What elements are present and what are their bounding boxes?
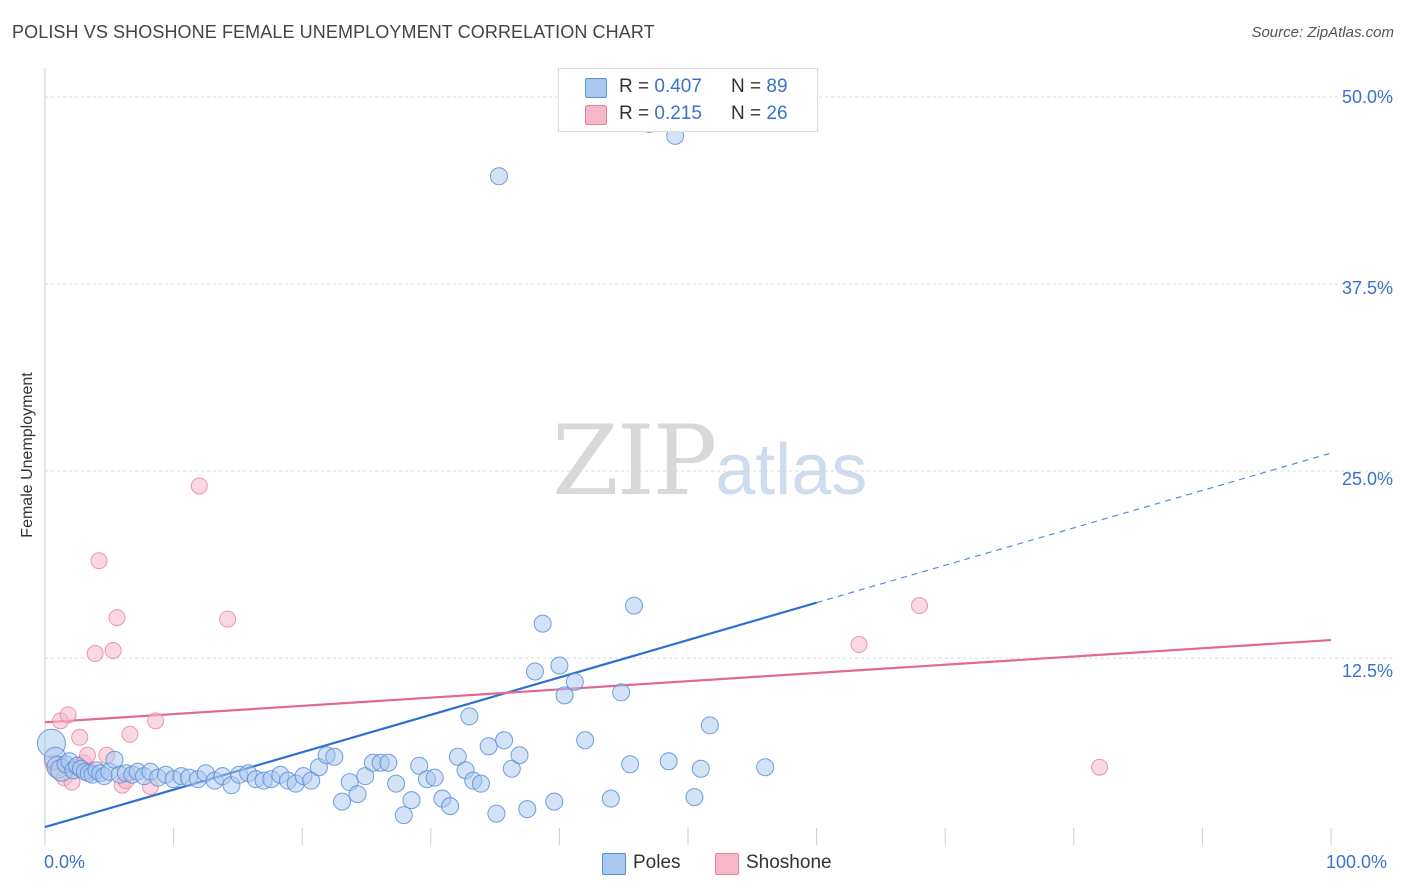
shoshone-trend-line	[44, 638, 1332, 724]
axes	[44, 68, 1332, 845]
poles-point	[387, 774, 406, 793]
poles-point	[479, 737, 498, 756]
poles-point	[379, 753, 398, 772]
shoshone-point	[147, 712, 165, 730]
poles-trend-extension	[816, 452, 1332, 604]
poles-point	[518, 800, 537, 819]
legend-n-poles: N = 89	[731, 76, 788, 97]
y-tick-label: 50.0%	[1341, 87, 1393, 107]
poles-point	[624, 596, 643, 615]
poles-point	[402, 791, 421, 810]
poles-point	[621, 755, 640, 774]
legend-swatch-poles	[585, 78, 607, 98]
poles-point	[489, 167, 508, 186]
poles-point	[425, 768, 444, 787]
x-tick-label-min: 0.0%	[44, 852, 86, 872]
shoshone-swatch	[715, 853, 739, 875]
source-attribution: Source: ZipAtlas.com	[1251, 24, 1394, 41]
poles-point	[394, 806, 413, 825]
poles-point	[756, 758, 775, 777]
poles-point	[555, 686, 574, 705]
shoshone-label: Shoshone	[746, 852, 832, 873]
y-tick-label: 37.5%	[1341, 278, 1393, 298]
poles-label: Poles	[633, 852, 681, 873]
poles-point	[510, 746, 529, 765]
poles-point	[601, 789, 620, 808]
shoshone-point	[121, 725, 139, 743]
poles-point	[525, 662, 544, 681]
poles-point	[576, 731, 595, 750]
poles-point	[356, 767, 375, 786]
poles-point	[302, 771, 321, 790]
poles-point	[700, 716, 719, 735]
poles-point	[545, 792, 564, 811]
shoshone-point	[86, 645, 104, 663]
shoshone-point	[190, 477, 208, 495]
legend-n-shoshone: N = 26	[731, 103, 788, 124]
shoshone-point	[910, 597, 928, 615]
shoshone-point	[1091, 758, 1109, 776]
poles-trend-line	[44, 601, 817, 829]
trend-lines	[44, 452, 1332, 829]
poles-point	[691, 759, 710, 778]
correlation-legend: R = 0.407 N = 89 R = 0.215 N = 26	[558, 68, 818, 132]
legend-r-shoshone: R = 0.215	[619, 103, 702, 124]
watermark-atlas: atlas	[715, 430, 868, 510]
x-tick-label-max: 100.0%	[1326, 852, 1388, 872]
poles-point	[105, 750, 124, 769]
shoshone-point	[104, 642, 122, 660]
poles-point	[325, 747, 344, 766]
poles-point	[533, 614, 552, 633]
y-tick-label: 25.0%	[1341, 469, 1393, 489]
data-points	[36, 88, 1109, 825]
poles-point	[410, 756, 429, 775]
poles-point	[550, 656, 569, 675]
poles-point	[495, 731, 514, 750]
poles-point	[448, 747, 467, 766]
poles-point	[441, 797, 460, 816]
shoshone-point	[71, 728, 89, 746]
shoshone-point	[850, 636, 868, 654]
poles-point	[333, 792, 352, 811]
poles-point	[348, 785, 367, 804]
chart-title: POLISH VS SHOSHONE FEMALE UNEMPLOYMENT C…	[12, 22, 655, 42]
y-tick-label: 12.5%	[1341, 661, 1393, 681]
shoshone-point	[59, 706, 77, 724]
legend-r-poles: R = 0.407	[619, 76, 702, 97]
poles-point	[460, 707, 479, 726]
watermark: ZIPatlas	[552, 405, 867, 517]
watermark-zip: ZIP	[552, 405, 717, 517]
poles-point	[685, 788, 704, 807]
poles-point	[471, 774, 490, 793]
shoshone-point	[219, 610, 237, 628]
poles-swatch	[602, 853, 626, 875]
y-axis-label: Female Unemployment	[19, 372, 36, 538]
poles-point	[487, 804, 506, 823]
shoshone-point	[90, 552, 108, 570]
poles-point	[612, 683, 631, 702]
poles-point	[502, 759, 521, 778]
legend-swatch-shoshone	[585, 105, 607, 125]
shoshone-point	[108, 609, 126, 627]
poles-point	[565, 672, 584, 691]
grid-lines	[45, 96, 1394, 659]
poles-point	[659, 752, 678, 771]
